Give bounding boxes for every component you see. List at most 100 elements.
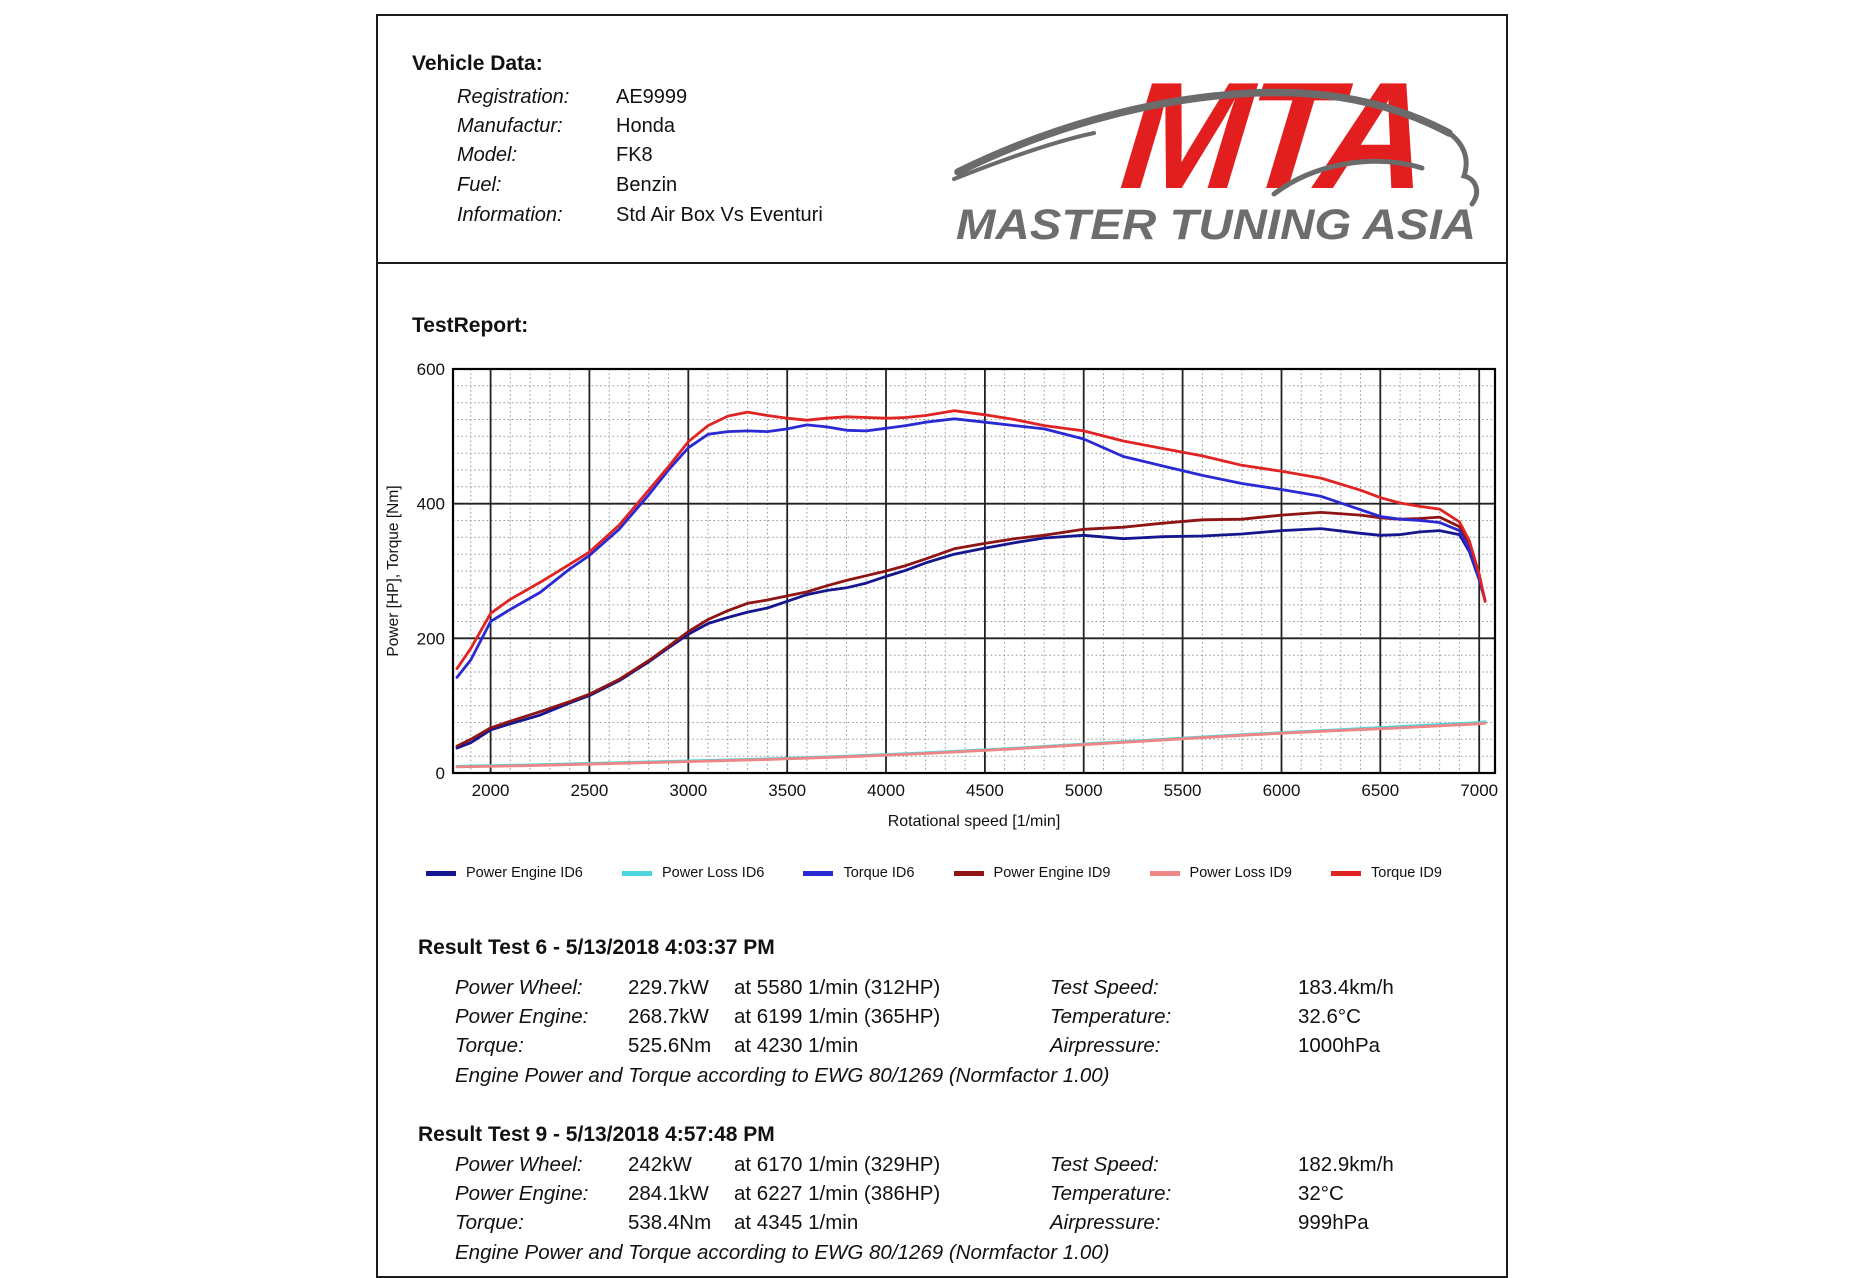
legend-swatch	[953, 870, 984, 876]
legend-label: Power Loss ID9	[1189, 865, 1292, 881]
vehicle-row-label: Model:	[457, 144, 518, 166]
svg-text:5000: 5000	[1065, 781, 1103, 800]
result-row: Power Wheel: 229.7kW at 5580 1/min (312H…	[455, 976, 1496, 1002]
result-row: Power Engine: 284.1kW at 6227 1/min (386…	[455, 1182, 1496, 1208]
legend-label: Power Engine ID9	[993, 865, 1111, 881]
vehicle-row-label: Registration:	[457, 86, 570, 108]
result-heading: Result Test 9 - 5/13/2018 4:57:48 PM	[418, 1123, 775, 1146]
test-report-title: TestReport:	[412, 314, 529, 337]
result-row: Power Engine: 268.7kW at 6199 1/min (365…	[455, 1005, 1496, 1031]
report-box: Vehicle Data: Registration: AE9999 Manufa…	[376, 14, 1508, 1278]
vehicle-row-value: Benzin	[616, 174, 678, 196]
y-tick-labels: 0 200 400 600	[417, 360, 445, 783]
result-at: at 4230 1/min	[734, 1034, 859, 1057]
result-label: Power Engine:	[455, 1005, 589, 1028]
series-torque-id6	[455, 417, 1487, 679]
legend-label: Torque ID6	[843, 865, 915, 881]
y-axis-title: Power [HP], Torque [Nm]	[385, 485, 402, 656]
vehicle-row: Model: FK8	[457, 144, 653, 167]
legend-item: Power Loss ID9	[1149, 865, 1292, 881]
mta-logo: MTA MASTER TUNING ASIA	[944, 36, 1494, 256]
legend-item: Power Loss ID6	[622, 865, 764, 881]
svg-text:7000: 7000	[1460, 781, 1498, 800]
legend-swatch	[622, 870, 652, 876]
result-value: 242kW	[628, 1153, 692, 1176]
result-value: 229.7kW	[628, 976, 709, 999]
result-label2: Airpressure:	[1050, 1034, 1161, 1057]
plot-border	[451, 367, 1497, 775]
result-at: at 6227 1/min (386HP)	[734, 1182, 941, 1205]
result-label2: Temperature:	[1050, 1182, 1172, 1205]
vehicle-row: Manufactur: Honda	[457, 115, 675, 138]
result-label2: Temperature:	[1050, 1005, 1172, 1028]
legend-swatch	[803, 870, 834, 876]
result-at: at 6170 1/min (329HP)	[734, 1153, 941, 1176]
result-label2: Test Speed:	[1050, 1153, 1159, 1176]
vehicle-row-label: Manufactur:	[457, 115, 563, 137]
result-value: 538.4Nm	[628, 1211, 712, 1234]
vehicle-row-value: AE9999	[616, 86, 688, 108]
result-value2: 183.4km/h	[1298, 976, 1394, 999]
result-row: Power Wheel: 242kW at 6170 1/min (329HP)…	[455, 1153, 1496, 1179]
series-power-loss-id6	[455, 720, 1487, 768]
svg-text:6000: 6000	[1263, 781, 1301, 800]
svg-text:4500: 4500	[966, 781, 1004, 800]
logo-name: MASTER TUNING ASIA	[956, 201, 1476, 249]
result-label2: Test Speed:	[1050, 976, 1159, 999]
legend-item: Power Engine ID6	[426, 865, 583, 881]
vehicle-data-title: Vehicle Data:	[412, 52, 543, 75]
legend-swatch	[1149, 870, 1180, 876]
dyno-chart-svg: 2000 2500 3000 3500 4000 4500 5000 5500 6000 6500…	[385, 360, 1498, 830]
svg-text:2000: 2000	[472, 781, 510, 800]
legend-item: Power Engine ID9	[953, 865, 1111, 881]
result-label: Power Engine:	[455, 1182, 589, 1205]
svg-text:5500: 5500	[1164, 781, 1202, 800]
result-note: Engine Power and Torque according to EWG…	[455, 1241, 1110, 1264]
legend-label: Power Engine ID6	[466, 865, 583, 881]
series-power-loss-id9	[455, 721, 1487, 769]
result-at: at 6199 1/min (365HP)	[734, 1005, 941, 1028]
x-tick-labels: 2000 2500 3000 3500 4000 4500 5000 5500 6000 6500…	[472, 781, 1498, 800]
result-row: Torque: 525.6Nm at 4230 1/min Airpressur…	[455, 1034, 1496, 1060]
minor-grid	[453, 369, 1495, 773]
legend-item: Torque ID6	[803, 865, 914, 881]
result-note: Engine Power and Torque according to EWG…	[455, 1064, 1110, 1087]
header-section: Vehicle Data: Registration: AE9999 Manufa…	[378, 16, 1506, 264]
legend-swatch	[426, 870, 456, 876]
result-value: 284.1kW	[628, 1182, 709, 1205]
result-value: 268.7kW	[628, 1005, 709, 1028]
svg-text:0: 0	[436, 764, 445, 783]
svg-text:200: 200	[417, 629, 445, 648]
vehicle-row-label: Information:	[457, 204, 563, 226]
svg-text:6500: 6500	[1361, 781, 1399, 800]
svg-text:4000: 4000	[867, 781, 905, 800]
legend-label: Power Loss ID6	[662, 865, 765, 881]
result-label: Power Wheel:	[455, 1153, 583, 1176]
legend-item: Torque ID9	[1331, 865, 1442, 881]
legend-swatch	[1331, 870, 1362, 876]
svg-text:2500: 2500	[570, 781, 608, 800]
result-row: Torque: 538.4Nm at 4345 1/min Airpressur…	[455, 1211, 1496, 1237]
dyno-chart: 2000 2500 3000 3500 4000 4500 5000 5500 6000 6500…	[378, 356, 1506, 856]
vehicle-row-label: Fuel:	[457, 174, 502, 196]
result-at: at 4345 1/min	[734, 1211, 859, 1234]
result-value2: 32.6°C	[1298, 1005, 1361, 1028]
vehicle-row: Information: Std Air Box Vs Eventuri	[457, 204, 823, 227]
result-at: at 5580 1/min (312HP)	[734, 976, 941, 999]
result-value2: 182.9km/h	[1298, 1153, 1394, 1176]
result-label: Torque:	[455, 1211, 524, 1234]
series-torque-id9	[455, 409, 1487, 670]
result-value2: 1000hPa	[1298, 1034, 1381, 1057]
result-heading: Result Test 6 - 5/13/2018 4:03:37 PM	[418, 936, 775, 959]
x-axis-title: Rotational speed [1/min]	[888, 813, 1061, 830]
vehicle-row-value: Std Air Box Vs Eventuri	[616, 204, 823, 226]
result-label: Power Wheel:	[455, 976, 583, 999]
svg-text:400: 400	[417, 495, 445, 514]
vehicle-row: Registration: AE9999	[457, 86, 687, 109]
result-value2: 32°C	[1298, 1182, 1344, 1205]
vehicle-row-value: FK8	[616, 144, 653, 166]
result-value2: 999hPa	[1298, 1211, 1369, 1234]
svg-text:3000: 3000	[669, 781, 707, 800]
vehicle-row-value: Honda	[616, 115, 675, 137]
svg-text:600: 600	[417, 360, 445, 379]
